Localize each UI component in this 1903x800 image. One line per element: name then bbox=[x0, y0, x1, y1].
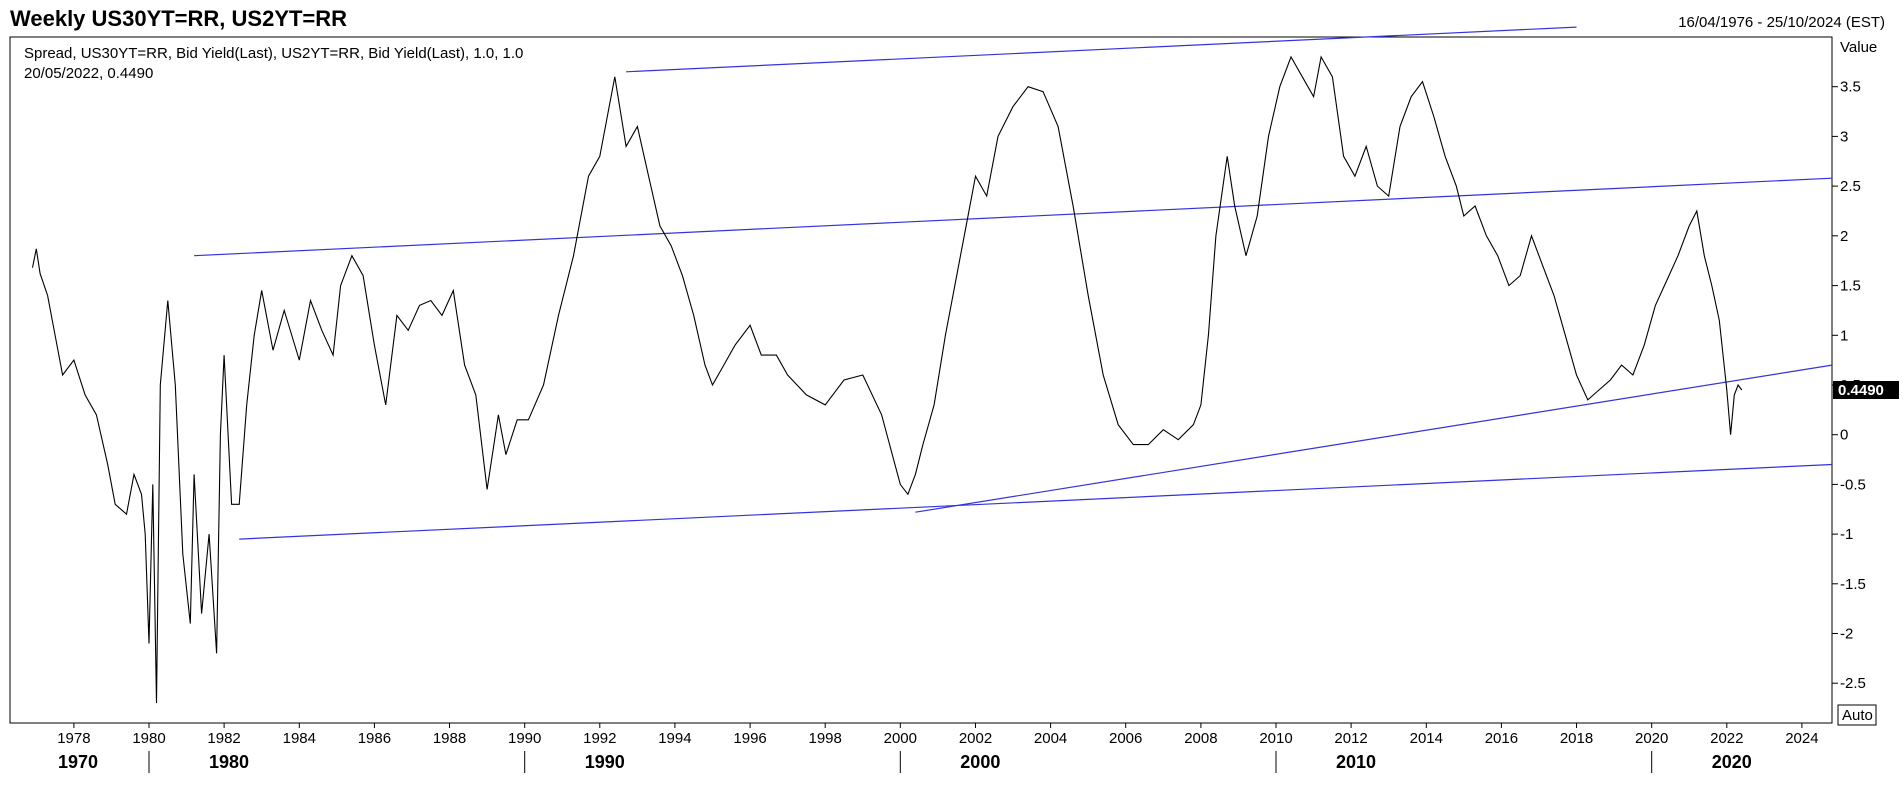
y-tick-label: 1 bbox=[1840, 327, 1848, 344]
y-tick-label: 3 bbox=[1840, 128, 1848, 145]
x-tick-label: 2022 bbox=[1710, 730, 1743, 747]
x-tick-label: 2012 bbox=[1334, 730, 1367, 747]
y-tick-label: -1 bbox=[1840, 526, 1853, 543]
time-axis: 1978 1980 1982 1984 1986 1988 1990 1992 1994 1996… bbox=[57, 723, 1819, 773]
x-tick-label: 2002 bbox=[959, 730, 992, 747]
legend-series-label: Spread, US30YT=RR, Bid Yield(Last), US2Y… bbox=[24, 45, 523, 62]
chart-title: Weekly US30YT=RR, US2YT=RR bbox=[10, 6, 348, 31]
decade-label: 1990 bbox=[585, 752, 625, 772]
x-tick-label: 2014 bbox=[1410, 730, 1443, 747]
x-tick-label: 1988 bbox=[433, 730, 466, 747]
trendlines bbox=[194, 26, 1833, 540]
x-tick-label: 2024 bbox=[1785, 730, 1818, 747]
plot-frame bbox=[9, 36, 1833, 724]
x-tick-label: 2000 bbox=[884, 730, 917, 747]
auto-scale-button-frame[interactable] bbox=[1837, 704, 1877, 726]
x-tick-label: 2020 bbox=[1635, 730, 1668, 747]
x-tick-label: 1982 bbox=[207, 730, 240, 747]
x-tick-label: 1998 bbox=[809, 730, 842, 747]
y-tick-label: -2 bbox=[1840, 626, 1853, 643]
x-tick-label: 1990 bbox=[508, 730, 541, 747]
x-tick-label: 2004 bbox=[1034, 730, 1067, 747]
x-tick-label: 2010 bbox=[1259, 730, 1292, 747]
x-tick-label: 2016 bbox=[1485, 730, 1518, 747]
last-value-tag: 0.4490 bbox=[1833, 381, 1899, 399]
x-tick-label: 2006 bbox=[1109, 730, 1142, 747]
trendline-4 bbox=[915, 364, 1833, 513]
last-value-tag-bg bbox=[1833, 381, 1899, 399]
decade-label: 1970 bbox=[58, 752, 98, 772]
auto-scale-button[interactable]: Auto bbox=[1837, 704, 1877, 726]
spread-series-line bbox=[31, 55, 1743, 704]
y-tick-label: 2.5 bbox=[1840, 178, 1861, 195]
last-value-tag-text: 0.4490 bbox=[1838, 382, 1884, 399]
y-tick-label: -2.5 bbox=[1840, 675, 1866, 692]
y-tick-label: 1.5 bbox=[1840, 278, 1861, 295]
date-range: 16/04/1976 - 25/10/2024 (EST) bbox=[1678, 14, 1885, 31]
y-tick-label: 3.5 bbox=[1840, 79, 1861, 96]
trendline-1 bbox=[194, 177, 1833, 257]
auto-scale-button-label[interactable]: Auto bbox=[1842, 707, 1873, 724]
x-tick-label: 1978 bbox=[57, 730, 90, 747]
trendline-3 bbox=[239, 463, 1833, 540]
x-tick-label: 1986 bbox=[358, 730, 391, 747]
x-tick-label: 1980 bbox=[132, 730, 165, 747]
y-tick-label: -1.5 bbox=[1840, 576, 1866, 593]
x-tick-label: 1984 bbox=[283, 730, 316, 747]
x-tick-label: 1996 bbox=[733, 730, 766, 747]
decade-label: 2000 bbox=[960, 752, 1000, 772]
x-tick-label: 1992 bbox=[583, 730, 616, 747]
decade-label: 2020 bbox=[1712, 752, 1752, 772]
decade-label: 2010 bbox=[1336, 752, 1376, 772]
trendline-2 bbox=[626, 26, 1577, 73]
x-tick-label: 1994 bbox=[658, 730, 691, 747]
legend-last-point: 20/05/2022, 0.4490 bbox=[24, 65, 153, 82]
decade-label: 1980 bbox=[209, 752, 249, 772]
x-tick-label: 2018 bbox=[1560, 730, 1593, 747]
value-axis-title: Value bbox=[1840, 39, 1877, 56]
y-tick-label: -0.5 bbox=[1840, 476, 1866, 493]
y-tick-label: 0 bbox=[1840, 427, 1848, 444]
x-tick-label: 2008 bbox=[1184, 730, 1217, 747]
y-tick-label: 2 bbox=[1840, 228, 1848, 245]
